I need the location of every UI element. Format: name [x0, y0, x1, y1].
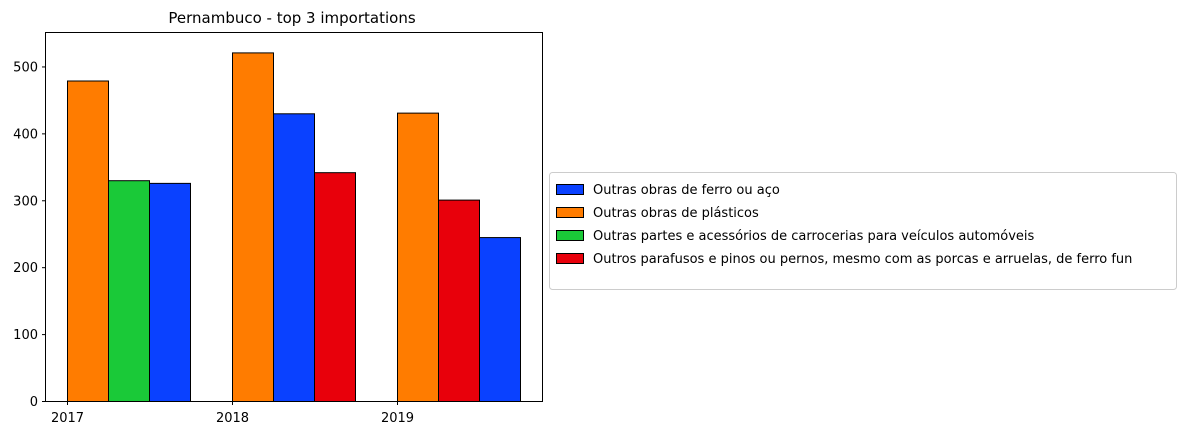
x-tick-label-2017: 2017 [51, 411, 84, 426]
legend-swatch [556, 230, 584, 241]
legend-label: Outros parafusos e pinos ou pernos, mesm… [593, 252, 1132, 267]
y-axis: 0 100 200 300 400 500 [13, 60, 46, 410]
x-tick-label-2019: 2019 [381, 411, 414, 426]
legend-label: Outras obras de plásticos [593, 206, 759, 221]
legend-box [549, 172, 1177, 290]
legend-label: Outras partes e acessórios de carroceria… [593, 229, 1035, 244]
bar-2018-2 [273, 113, 315, 402]
bar-2019-2 [438, 199, 480, 402]
y-tick-label: 500 [13, 60, 38, 75]
y-tick-label: 400 [13, 127, 38, 142]
x-tick-label-2018: 2018 [216, 411, 249, 426]
y-tick-label: 300 [13, 194, 38, 209]
bars-layer [67, 52, 521, 403]
x-axis: 2017 2018 2019 [51, 401, 414, 426]
bar-2017-3 [149, 182, 191, 402]
plot-frame [45, 32, 543, 402]
y-tick-label: 100 [13, 328, 38, 343]
legend-swatch [556, 184, 584, 195]
y-tick-label: 200 [13, 261, 38, 276]
y-tick-label: 0 [30, 395, 38, 410]
legend-swatch [556, 207, 584, 218]
chart-title: Pernambuco - top 3 importations [168, 9, 415, 27]
bar-2019-1 [397, 112, 439, 402]
legend-swatch [556, 253, 584, 264]
bar-2017-2 [108, 180, 150, 402]
legend-label: Outras obras de ferro ou aço [593, 183, 780, 198]
bar-2018-3 [314, 172, 356, 402]
bar-2017-1 [67, 80, 109, 402]
bar-2019-3 [479, 237, 521, 402]
bar-2018-1 [232, 52, 274, 403]
legend: Outras obras de ferro ou aço Outras obras… [549, 172, 1177, 290]
